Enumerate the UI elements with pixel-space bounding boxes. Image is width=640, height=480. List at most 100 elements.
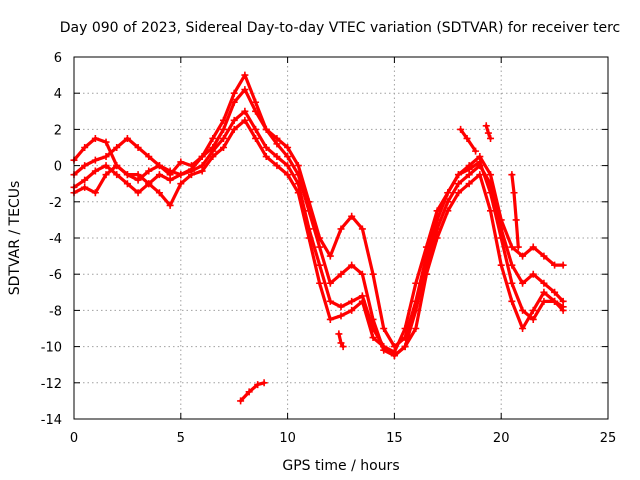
data-point	[123, 134, 131, 142]
data-point	[422, 243, 430, 251]
series-segment-b	[335, 330, 347, 351]
data-point	[519, 279, 527, 287]
series-line	[459, 127, 478, 153]
data-point	[519, 325, 527, 332]
data-point	[551, 297, 559, 305]
data-point	[252, 125, 260, 133]
data-point	[551, 261, 559, 269]
data-point	[337, 312, 345, 320]
data-point	[198, 167, 206, 175]
data-point	[529, 315, 537, 323]
data-point	[81, 144, 89, 151]
data-point	[294, 162, 302, 170]
data-point	[252, 107, 260, 115]
data-point	[476, 171, 484, 179]
data-point	[337, 303, 345, 311]
data-point	[348, 212, 356, 220]
data-point	[540, 279, 548, 287]
data-point	[305, 234, 313, 242]
data-point	[465, 165, 473, 173]
data-point	[284, 153, 292, 161]
data-point	[454, 180, 462, 188]
data-point	[326, 315, 334, 323]
data-point	[91, 156, 99, 164]
data-point	[433, 234, 441, 242]
data-point	[401, 325, 409, 332]
series-segment-c	[457, 125, 480, 155]
y-tick-label: -4	[49, 232, 62, 247]
data-point	[230, 98, 238, 106]
data-point	[284, 171, 292, 179]
data-point	[508, 171, 516, 179]
data-point	[326, 297, 334, 305]
x-tick-label: 25	[600, 431, 617, 446]
data-point	[339, 343, 347, 351]
y-axis-label: SDTVAR / TECUs	[7, 181, 23, 296]
data-point	[540, 297, 548, 305]
data-point	[508, 261, 516, 269]
data-point	[220, 144, 228, 151]
data-point	[91, 189, 99, 197]
data-point	[519, 252, 527, 260]
data-point	[102, 171, 110, 179]
data-point	[145, 153, 153, 161]
data-point	[316, 279, 324, 287]
data-point	[145, 167, 153, 175]
data-point	[551, 288, 559, 296]
data-point	[209, 153, 217, 161]
y-tick-label: -6	[49, 268, 62, 283]
data-point	[187, 171, 195, 179]
x-tick-label: 5	[177, 431, 185, 446]
data-point	[134, 144, 142, 151]
data-point	[123, 180, 131, 188]
data-point	[155, 189, 163, 197]
chart-title: Day 090 of 2023, Sidereal Day-to-day VTE…	[60, 20, 620, 36]
data-point	[497, 234, 505, 242]
data-point	[358, 297, 366, 305]
series-segment-e	[508, 171, 522, 251]
data-point	[262, 125, 270, 133]
data-point	[540, 288, 548, 296]
data-point	[294, 180, 302, 188]
data-point	[457, 125, 465, 133]
data-point	[294, 189, 302, 197]
data-point	[252, 98, 260, 106]
data-point	[252, 134, 260, 142]
data-point	[508, 297, 516, 305]
data-point	[369, 270, 377, 278]
data-point	[145, 180, 153, 188]
data-point	[260, 379, 268, 387]
data-point	[91, 134, 99, 142]
series-segment-d	[482, 122, 495, 142]
data-point	[241, 107, 249, 115]
data-point	[508, 279, 516, 287]
series-segment-a	[237, 379, 268, 405]
data-point	[316, 261, 324, 269]
data-point	[177, 180, 185, 188]
data-point	[514, 243, 522, 251]
data-point	[102, 153, 110, 161]
data-point	[245, 388, 253, 396]
data-point	[113, 171, 121, 179]
data-point	[273, 140, 281, 148]
data-point	[401, 343, 409, 351]
data-point	[123, 171, 131, 179]
data-point	[230, 125, 238, 133]
data-point	[220, 134, 228, 142]
x-axis-label: GPS time / hours	[282, 458, 399, 474]
data-point	[335, 330, 343, 338]
data-point	[444, 189, 452, 197]
x-tick-label: 15	[386, 431, 403, 446]
data-point	[284, 144, 292, 151]
data-point	[230, 89, 238, 97]
series-track-4	[70, 116, 567, 360]
data-point	[390, 352, 398, 360]
data-point	[358, 270, 366, 278]
data-point	[326, 252, 334, 260]
data-point	[91, 167, 99, 175]
data-point	[529, 243, 537, 251]
data-point	[102, 162, 110, 170]
data-point	[262, 144, 270, 151]
data-point	[326, 279, 334, 287]
